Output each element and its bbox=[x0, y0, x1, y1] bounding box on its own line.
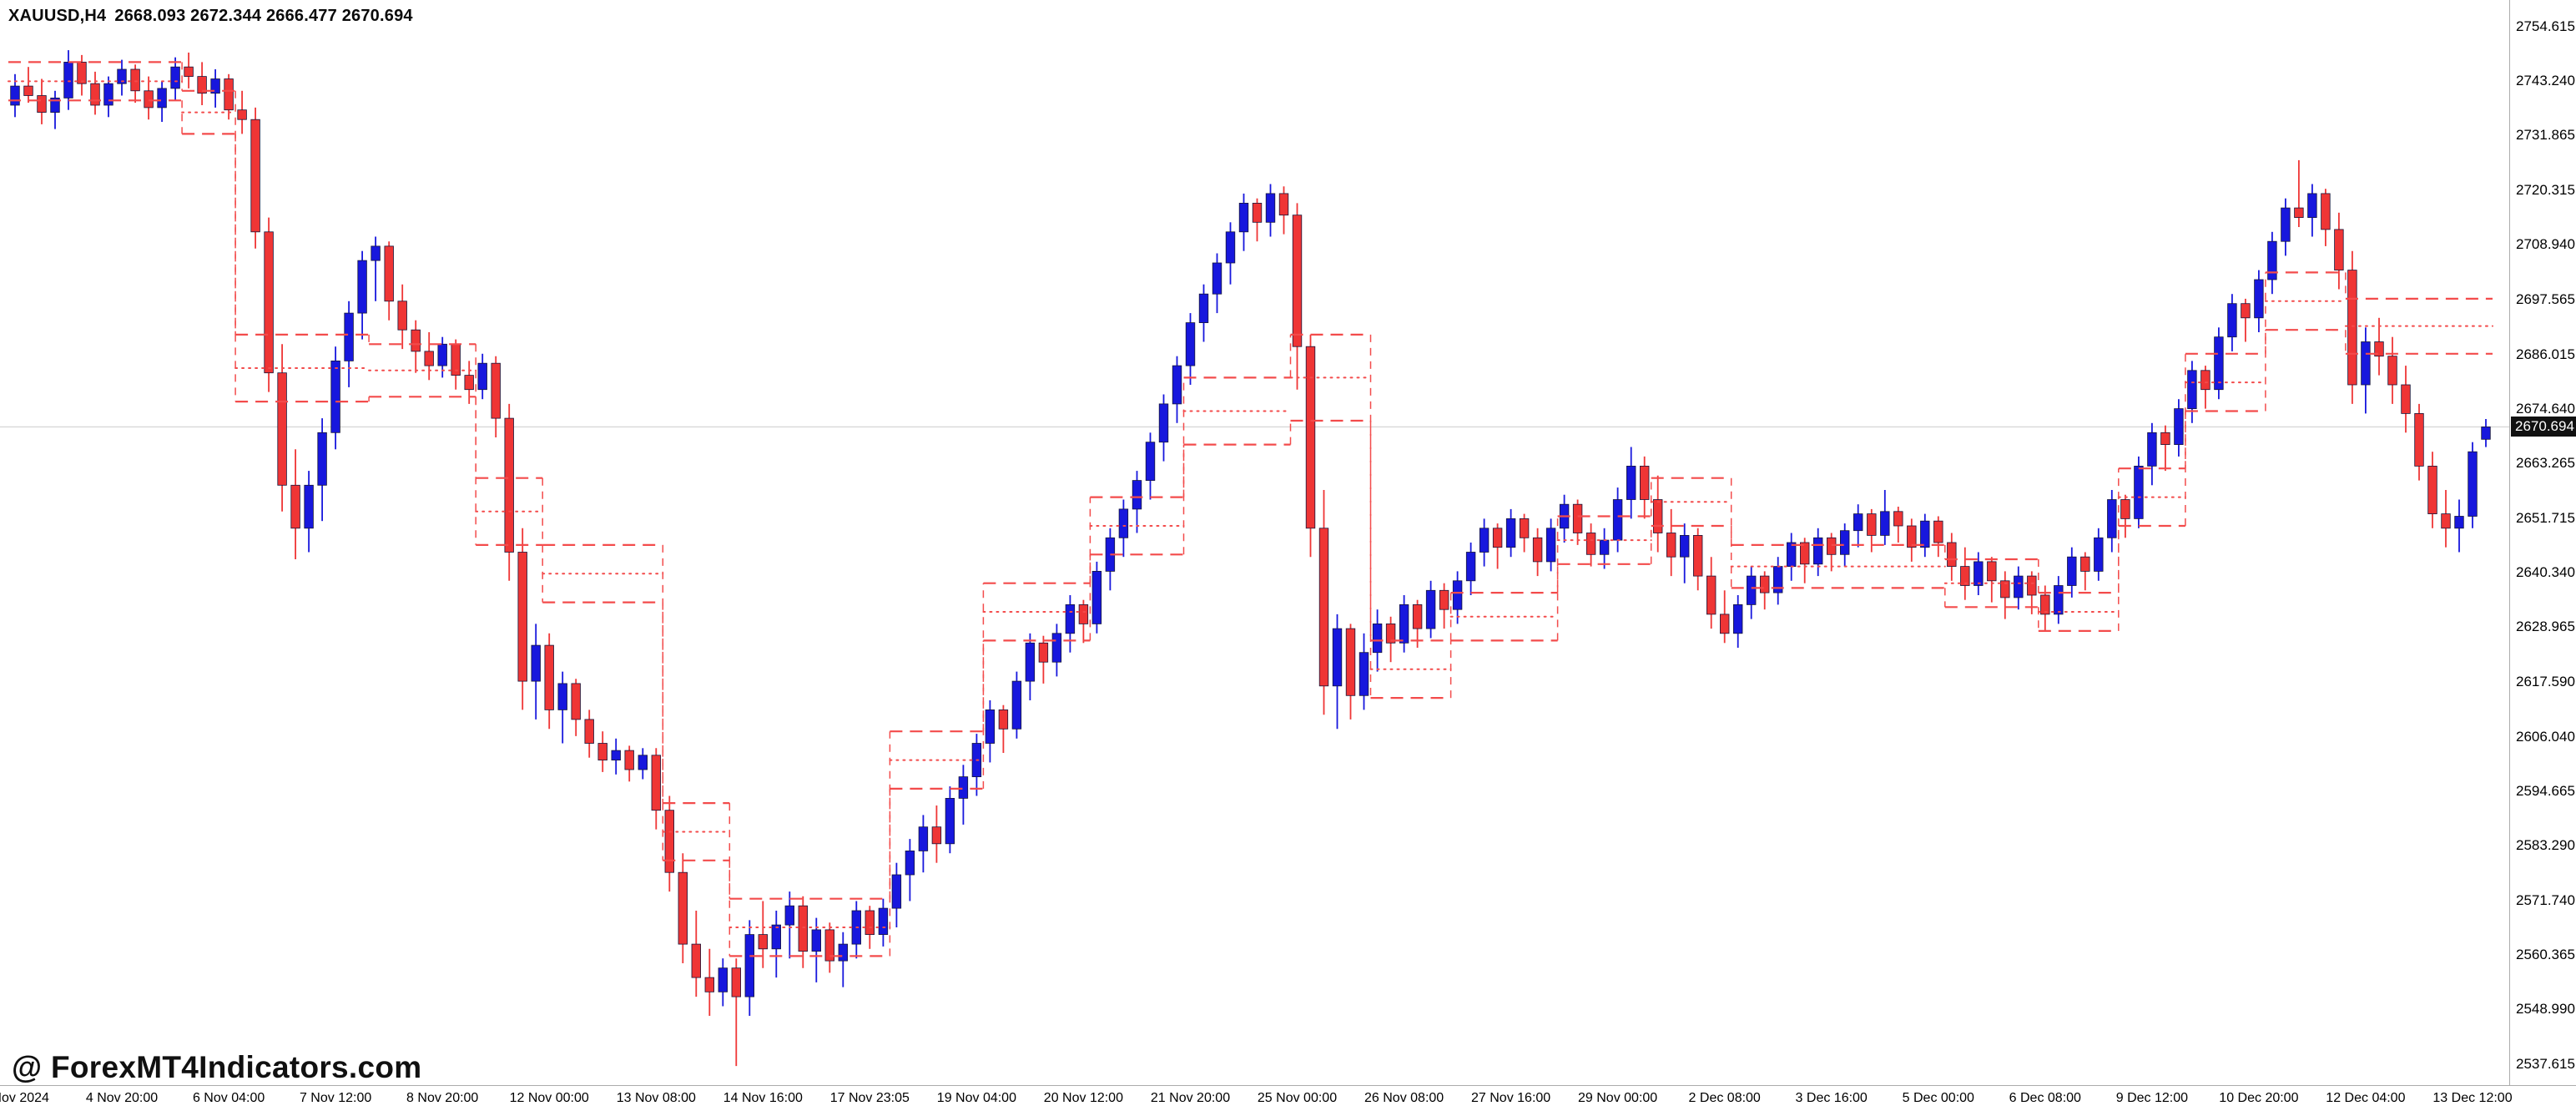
quote-ohlc-values: 2668.093 2672.344 2666.477 2670.694 bbox=[114, 7, 413, 25]
price-axis-label: 2537.615 bbox=[2516, 1055, 2575, 1072]
price-axis-label: 2548.990 bbox=[2516, 1001, 2575, 1018]
chart-plot-area[interactable] bbox=[0, 0, 2509, 1085]
price-axis[interactable]: 2754.615 2743.240 2731.865 2720.315 2708.940… bbox=[2509, 0, 2576, 1085]
price-axis-label: 2663.265 bbox=[2516, 455, 2575, 471]
candlestick-chart[interactable] bbox=[0, 0, 2509, 1085]
price-axis-label: 2583.290 bbox=[2516, 837, 2575, 853]
price-axis-label: 2686.015 bbox=[2516, 346, 2575, 362]
time-axis[interactable]: 1 Nov 2024 4 Nov 20:00 6 Nov 04:00 7 Nov 12… bbox=[0, 1085, 2576, 1111]
time-axis-label: 13 Dec 12:00 bbox=[2432, 1091, 2513, 1105]
time-axis-label: 1 Nov 2024 bbox=[0, 1091, 49, 1105]
price-axis-label: 2697.565 bbox=[2516, 290, 2575, 307]
time-axis-label: 10 Dec 20:00 bbox=[2219, 1091, 2299, 1105]
channel-indicator-layer bbox=[8, 61, 2493, 957]
price-axis-label: 2743.240 bbox=[2516, 73, 2575, 88]
price-axis-label: 2754.615 bbox=[2516, 18, 2575, 34]
time-axis-label: 6 Dec 08:00 bbox=[2009, 1091, 2081, 1105]
price-axis-label: 2651.715 bbox=[2516, 510, 2575, 527]
price-axis-label: 2606.040 bbox=[2516, 728, 2575, 745]
price-axis-label: 2571.740 bbox=[2516, 892, 2575, 909]
time-axis-label: 5 Dec 00:00 bbox=[1902, 1091, 1974, 1105]
time-axis-label: 20 Nov 12:00 bbox=[1043, 1091, 1123, 1105]
time-axis-label: 2 Dec 08:00 bbox=[1688, 1091, 1761, 1105]
current-price-tag: 2670.694 bbox=[2511, 417, 2576, 437]
price-axis-label: 2731.865 bbox=[2516, 127, 2575, 144]
time-axis-label: 25 Nov 00:00 bbox=[1257, 1091, 1338, 1105]
price-axis-label: 2640.340 bbox=[2516, 564, 2575, 581]
time-axis-label: 4 Nov 20:00 bbox=[85, 1091, 159, 1105]
watermark-text: @ ForexMT4Indicators.com bbox=[12, 1050, 422, 1084]
time-axis-label: 7 Nov 12:00 bbox=[299, 1091, 372, 1105]
time-axis-label: 29 Nov 00:00 bbox=[1578, 1091, 1658, 1105]
price-axis-label: 2617.590 bbox=[2516, 673, 2575, 689]
symbol-quote-line: XAUUSD,H4 2668.093 2672.344 2666.477 2670… bbox=[8, 7, 413, 26]
symbol-period-label: XAUUSD,H4 bbox=[8, 7, 107, 25]
price-axis-label: 2708.940 bbox=[2516, 236, 2575, 253]
time-axis-label: 12 Dec 04:00 bbox=[2326, 1091, 2406, 1105]
time-axis-label: 6 Nov 04:00 bbox=[192, 1091, 265, 1105]
time-axis-label: 21 Nov 20:00 bbox=[1150, 1091, 1231, 1105]
price-axis-label: 2594.665 bbox=[2516, 782, 2575, 799]
time-axis-label: 14 Nov 16:00 bbox=[723, 1091, 803, 1105]
time-axis-label: 26 Nov 08:00 bbox=[1364, 1091, 1444, 1105]
time-axis-label: 3 Dec 16:00 bbox=[1795, 1091, 1868, 1105]
time-axis-label: 8 Nov 20:00 bbox=[406, 1091, 479, 1105]
price-axis-label: 2560.365 bbox=[2516, 947, 2575, 963]
price-axis-label: 2674.640 bbox=[2516, 400, 2575, 417]
time-axis-label: 27 Nov 16:00 bbox=[1471, 1091, 1551, 1105]
price-axis-label: 2628.965 bbox=[2516, 619, 2575, 635]
price-axis-label: 2720.315 bbox=[2516, 182, 2575, 199]
time-axis-label: 17 Nov 23:05 bbox=[829, 1091, 910, 1105]
time-axis-label: 19 Nov 04:00 bbox=[936, 1091, 1016, 1105]
time-axis-label: 13 Nov 08:00 bbox=[616, 1091, 696, 1105]
time-axis-label: 9 Dec 12:00 bbox=[2115, 1091, 2189, 1105]
candles-layer bbox=[10, 50, 2491, 1067]
time-axis-label: 12 Nov 00:00 bbox=[509, 1091, 589, 1105]
